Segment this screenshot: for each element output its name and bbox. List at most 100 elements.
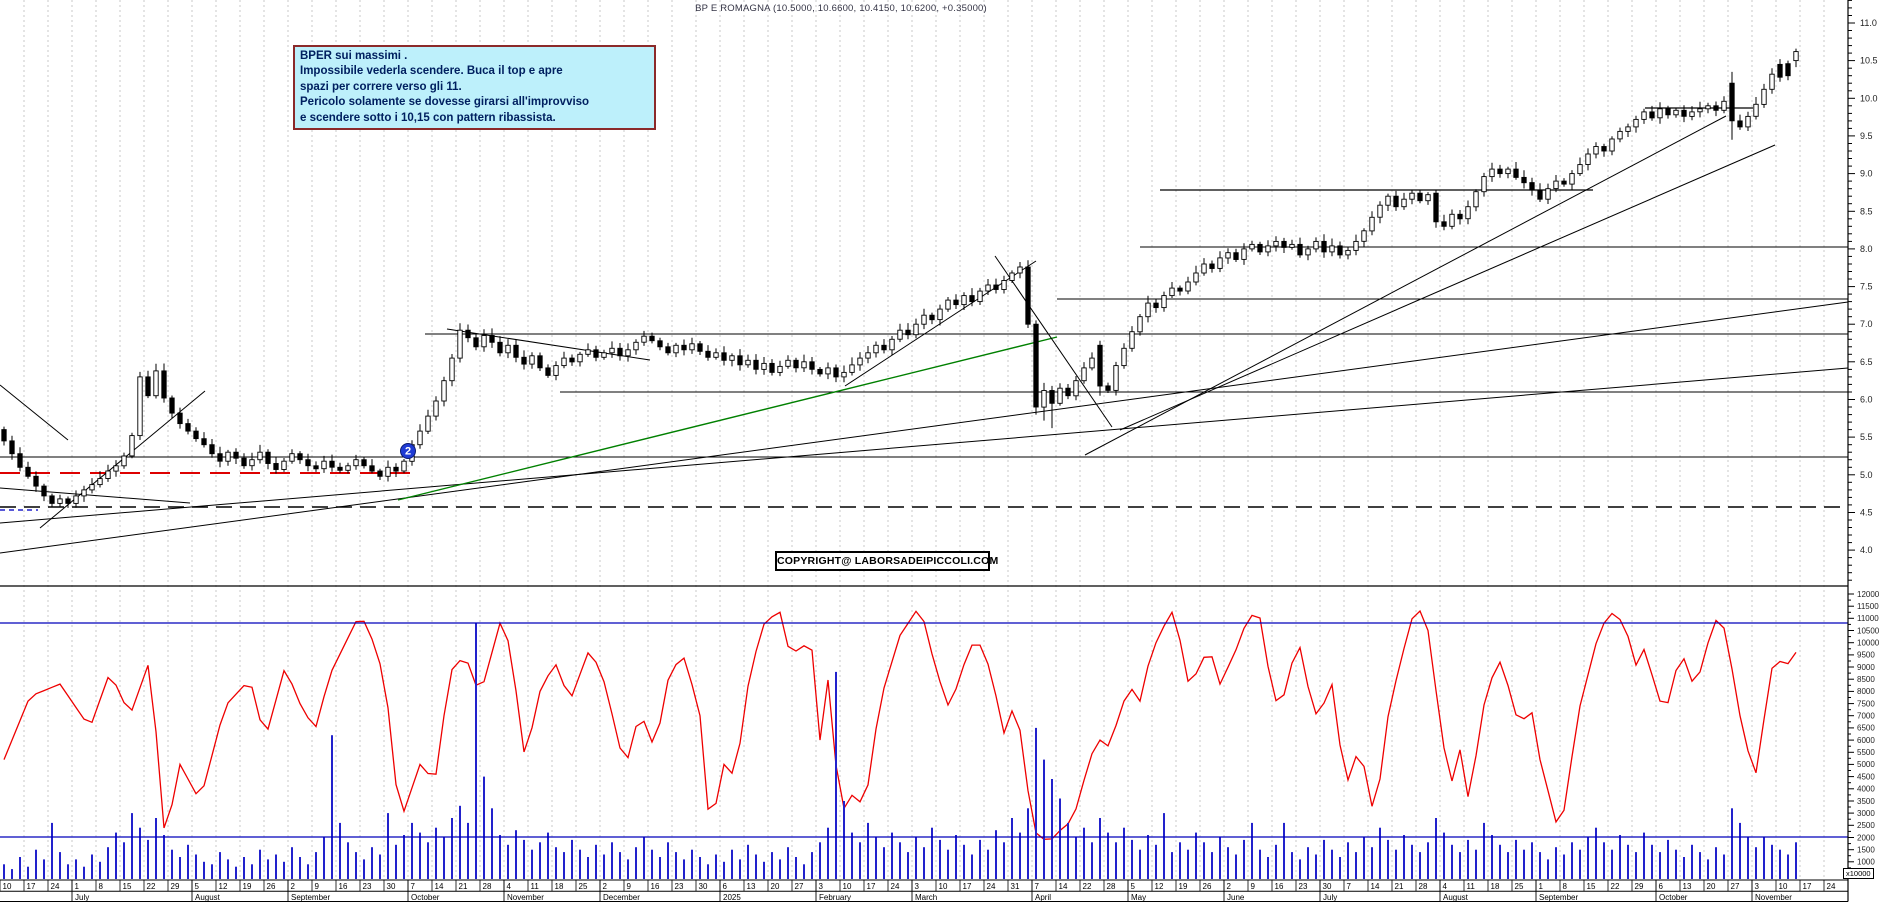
svg-text:15: 15 bbox=[123, 882, 132, 891]
svg-text:August: August bbox=[1443, 893, 1469, 902]
svg-text:21: 21 bbox=[1395, 882, 1404, 891]
svg-text:16: 16 bbox=[651, 882, 660, 891]
svg-text:6.0: 6.0 bbox=[1860, 395, 1873, 405]
svg-text:3500: 3500 bbox=[1857, 797, 1875, 806]
svg-text:10: 10 bbox=[939, 882, 948, 891]
svg-text:April: April bbox=[1035, 893, 1051, 902]
svg-text:11000: 11000 bbox=[1857, 614, 1879, 623]
svg-text:28: 28 bbox=[1419, 882, 1428, 891]
volume-axis: 5001000150020002500300035004000450050005… bbox=[1848, 590, 1880, 879]
svg-text:12: 12 bbox=[219, 882, 228, 891]
svg-text:16: 16 bbox=[1275, 882, 1284, 891]
svg-text:4500: 4500 bbox=[1857, 772, 1875, 781]
annotation-line: Pericolo solamente se dovesse girarsi al… bbox=[300, 96, 590, 109]
svg-text:21: 21 bbox=[459, 882, 468, 891]
svg-text:23: 23 bbox=[1299, 882, 1308, 891]
svg-text:7: 7 bbox=[411, 882, 416, 891]
svg-text:24: 24 bbox=[987, 882, 996, 891]
svg-text:9.5: 9.5 bbox=[1860, 131, 1873, 141]
svg-text:May: May bbox=[1131, 893, 1146, 902]
svg-text:October: October bbox=[1659, 893, 1688, 902]
svg-text:2: 2 bbox=[603, 882, 608, 891]
copyright-label: COPYRIGHT@ LABORSADEIPICCOLI.COM bbox=[775, 551, 998, 571]
svg-text:10500: 10500 bbox=[1857, 626, 1880, 635]
svg-text:8: 8 bbox=[99, 882, 104, 891]
volume-multiplier-label: x10000 bbox=[1843, 868, 1874, 879]
svg-text:5.0: 5.0 bbox=[1860, 470, 1873, 480]
svg-text:3: 3 bbox=[819, 882, 824, 891]
svg-text:9000: 9000 bbox=[1857, 663, 1875, 672]
svg-text:10: 10 bbox=[3, 882, 12, 891]
svg-text:November: November bbox=[507, 893, 544, 902]
svg-text:6: 6 bbox=[1659, 882, 1664, 891]
svg-text:1500: 1500 bbox=[1857, 846, 1875, 855]
svg-text:10: 10 bbox=[1779, 882, 1788, 891]
svg-text:12: 12 bbox=[1155, 882, 1164, 891]
svg-text:25: 25 bbox=[579, 882, 588, 891]
svg-text:11.0: 11.0 bbox=[1860, 18, 1877, 28]
svg-text:5.5: 5.5 bbox=[1860, 432, 1873, 442]
svg-text:8.0: 8.0 bbox=[1860, 244, 1873, 254]
svg-text:2: 2 bbox=[405, 446, 411, 458]
svg-text:August: August bbox=[195, 893, 221, 902]
svg-text:6: 6 bbox=[723, 882, 728, 891]
svg-text:4.5: 4.5 bbox=[1860, 508, 1873, 518]
svg-text:31: 31 bbox=[1011, 882, 1020, 891]
svg-text:30: 30 bbox=[387, 882, 396, 891]
oscillator-signal-lines bbox=[0, 622, 1848, 838]
svg-text:2500: 2500 bbox=[1857, 821, 1875, 830]
wave-count-badge: 2 bbox=[400, 443, 416, 459]
svg-text:28: 28 bbox=[1107, 882, 1116, 891]
svg-text:30: 30 bbox=[1323, 882, 1332, 891]
svg-text:7: 7 bbox=[1035, 882, 1040, 891]
svg-text:14: 14 bbox=[1371, 882, 1380, 891]
svg-text:9500: 9500 bbox=[1857, 651, 1875, 660]
svg-text:10.5: 10.5 bbox=[1860, 56, 1878, 66]
svg-text:14: 14 bbox=[435, 882, 444, 891]
svg-text:27: 27 bbox=[1731, 882, 1740, 891]
svg-text:4.0: 4.0 bbox=[1860, 545, 1873, 555]
svg-text:1: 1 bbox=[1539, 882, 1544, 891]
svg-text:3: 3 bbox=[1755, 882, 1760, 891]
svg-text:October: October bbox=[411, 893, 440, 902]
svg-text:29: 29 bbox=[1635, 882, 1644, 891]
svg-text:27: 27 bbox=[795, 882, 804, 891]
svg-text:23: 23 bbox=[363, 882, 372, 891]
svg-text:December: December bbox=[603, 893, 640, 902]
svg-text:9: 9 bbox=[315, 882, 320, 891]
svg-text:15: 15 bbox=[1587, 882, 1596, 891]
svg-text:7000: 7000 bbox=[1857, 712, 1875, 721]
svg-text:3000: 3000 bbox=[1857, 809, 1875, 818]
svg-text:2: 2 bbox=[1227, 882, 1232, 891]
svg-text:11500: 11500 bbox=[1857, 602, 1879, 611]
svg-text:September: September bbox=[291, 893, 330, 902]
weekly-gridlines bbox=[23, 0, 1825, 880]
svg-text:3: 3 bbox=[915, 882, 920, 891]
svg-text:July: July bbox=[1323, 893, 1337, 902]
svg-text:9.0: 9.0 bbox=[1860, 169, 1873, 179]
svg-text:10: 10 bbox=[843, 882, 852, 891]
svg-text:6000: 6000 bbox=[1857, 736, 1875, 745]
svg-text:9: 9 bbox=[627, 882, 632, 891]
svg-text:1000: 1000 bbox=[1857, 858, 1875, 867]
svg-text:14: 14 bbox=[1059, 882, 1068, 891]
svg-text:5: 5 bbox=[1131, 882, 1136, 891]
svg-text:8: 8 bbox=[1563, 882, 1568, 891]
svg-text:4000: 4000 bbox=[1857, 785, 1875, 794]
svg-text:7.0: 7.0 bbox=[1860, 319, 1873, 329]
svg-text:5: 5 bbox=[195, 882, 200, 891]
date-axis-weeks: 10 17 24 1 8 15 22 29 5 12 19 26 2 9 16 23 30 7 14 21 28 4 11 1… bbox=[0, 880, 1836, 892]
svg-text:23: 23 bbox=[675, 882, 684, 891]
svg-text:2000: 2000 bbox=[1857, 833, 1875, 842]
svg-text:4: 4 bbox=[1443, 882, 1448, 891]
trendlines bbox=[0, 115, 1849, 554]
svg-text:February: February bbox=[819, 893, 851, 902]
svg-text:November: November bbox=[1755, 893, 1792, 902]
svg-text:7.5: 7.5 bbox=[1860, 282, 1873, 292]
svg-text:7: 7 bbox=[1347, 882, 1352, 891]
svg-text:22: 22 bbox=[1083, 882, 1092, 891]
annotation-line: BPER sui massimi . bbox=[300, 50, 408, 62]
svg-text:16: 16 bbox=[339, 882, 348, 891]
